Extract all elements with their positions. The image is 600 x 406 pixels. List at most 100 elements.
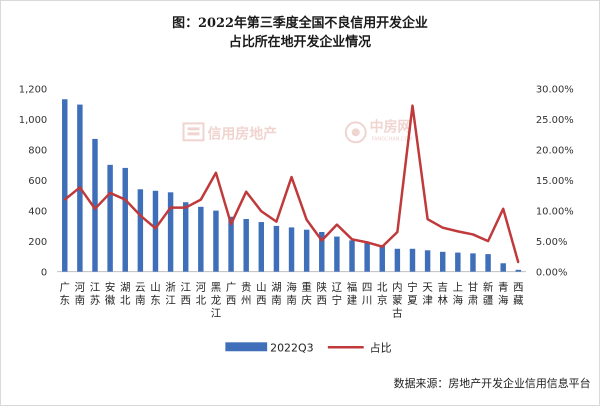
bar [213,210,219,272]
category-label: 云南 [135,282,145,307]
category-label: 福建 [347,281,358,307]
line-point [184,206,187,209]
bar [409,248,416,272]
line-point [517,261,520,264]
bar [273,225,280,272]
bar [243,219,249,272]
category-label: 四川 [362,282,372,307]
right-axis-tick-label: 5.00% [536,237,568,248]
line-point [487,240,489,242]
line-point [381,245,384,248]
line-point [472,233,474,236]
line-point [169,206,172,209]
bar [198,206,204,272]
bar [137,189,144,272]
line-point [230,223,232,225]
category-label: 江西 [180,282,191,307]
bar-series [62,99,522,272]
line-series [63,104,520,264]
bar [258,222,265,272]
category-label: 湖北 [120,282,131,307]
line-point [426,218,429,220]
bar [122,167,128,272]
category-label: 宁夏 [407,281,418,307]
bar [152,190,159,272]
left-axis-tick-label: 1,000 [19,115,47,126]
left-axis-tick-label: 800 [28,146,47,157]
line-point [457,230,459,233]
category-label: 甘肃 [468,281,478,307]
watermark-brand-sub: FANGCHAN.COM [372,136,413,142]
right-axis-tick-label: 20.00% [536,146,574,157]
right-axis-tick-label: 0.00% [536,268,568,279]
line-point [200,198,202,201]
category-label: 贵州 [241,281,251,307]
bar [379,244,385,272]
line-point [396,231,399,233]
line-point [275,220,278,223]
line-point [305,218,308,221]
category-label: 上海 [453,282,464,307]
bar [470,253,476,272]
bar [455,252,461,272]
right-axis-tick-label: 10.00% [536,207,574,218]
bar [424,250,431,272]
category-labels: 广东河南江苏安徽湖北云南山东浙江江西河北黑龙江广西贵州山西湖南海南重庆陕西辽宁福… [60,281,525,320]
bar [515,269,522,272]
line-point [260,210,263,213]
left-axis-tick-label: 400 [28,207,47,218]
category-label: 江苏 [90,282,101,307]
category-label: 天津 [422,282,433,307]
bar [303,229,310,272]
category-label: 山西 [256,282,266,307]
bar [364,242,370,272]
right-axis-tick-label: 25.00% [536,115,574,126]
category-label: 重庆 [301,281,312,307]
watermark-logo-icon [182,122,205,142]
bar [334,236,340,272]
bar [107,164,113,272]
category-label: 安徽 [105,281,116,307]
source-note: 数据来源：房地产开发企业信用信息平台 [394,376,591,390]
bar [319,231,325,272]
left-axis-tick-label: 0 [41,268,47,279]
watermark-brand: 中房网 [370,118,412,135]
bar [440,251,446,272]
category-label: 广东 [60,282,70,307]
line-point [79,186,81,189]
category-label: 海南 [286,281,297,307]
left-axis-tick-label: 600 [28,176,47,187]
right-axis-tick-label: 30.00% [536,85,574,96]
category-label: 河北 [196,282,207,307]
category-label: 内蒙古 [392,281,402,320]
category-label: 湖南 [271,282,281,307]
category-label: 北京 [377,282,388,307]
watermark-text: 信用房地产 [207,125,277,142]
category-label: 山东 [150,282,160,307]
chart-title-line-1: 图：2022年第三季度全国不良信用开发企业 [172,15,428,31]
left-axis-tick-label: 200 [28,237,47,248]
bar [62,99,68,272]
category-label: 吉林 [438,282,449,307]
left-axis-tick-label: 1,200 [19,85,47,96]
bar [182,202,189,272]
category-label: 广西 [226,282,236,307]
chart-title-line-2: 占比所在地开发企业情况 [229,34,371,50]
line-point [139,214,142,217]
line-point [290,176,293,178]
category-label: 西藏 [513,282,524,307]
category-label: 浙江 [165,282,176,307]
line-point [245,190,247,193]
legend-label-bar: 2022Q3 [270,341,313,354]
watermark: 信用房地产 中房网 FANGCHAN.COM [182,118,413,144]
bar [394,248,401,272]
line-point [109,192,111,194]
line-point [215,171,217,174]
line-point [441,226,444,229]
category-label: 黑龙江 [211,282,222,320]
bar [167,192,174,272]
category-label: 辽宁 [332,282,343,307]
legend-swatch-bar [225,342,268,352]
line-point [124,198,127,201]
